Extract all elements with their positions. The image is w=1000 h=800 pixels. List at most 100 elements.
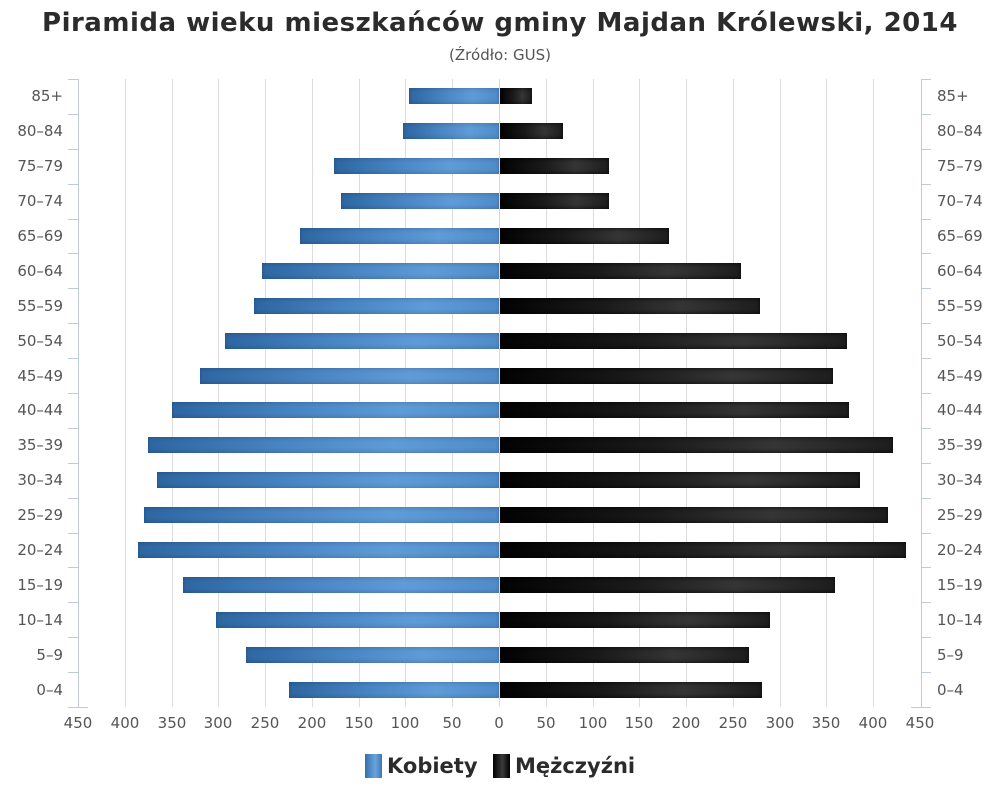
y-tick-right (921, 463, 931, 464)
y-tick-right (921, 184, 931, 185)
legend: Kobiety Mężczyźni (0, 752, 1000, 782)
y-tick-left (68, 672, 78, 673)
bar-kobiety-40-44[interactable] (171, 402, 499, 418)
bar-mezczyzni-35-39[interactable] (500, 437, 893, 453)
y-tick-right (921, 567, 931, 568)
y-tick-left (68, 358, 78, 359)
gridline (218, 79, 219, 707)
y-label-left: 60–64 (17, 262, 63, 280)
bar-mezczyzni-60-64[interactable] (500, 263, 742, 279)
gridline (733, 79, 734, 707)
bar-kobiety-30-34[interactable] (156, 472, 499, 488)
bar-kobiety-0-4[interactable] (288, 682, 499, 698)
y-tick-left (68, 567, 78, 568)
y-tick-right (921, 533, 931, 534)
y-tick-left (68, 79, 78, 80)
y-tick-left (68, 184, 78, 185)
y-label-right: 75–79 (937, 157, 983, 175)
y-tick-right (921, 149, 931, 150)
bar-kobiety-50-54[interactable] (224, 333, 499, 349)
bar-kobiety-75-79[interactable] (334, 158, 499, 174)
y-label-left: 10–14 (17, 611, 63, 629)
y-label-left: 25–29 (17, 506, 63, 524)
y-tick-right (921, 602, 931, 603)
bar-kobiety-70-74[interactable] (340, 193, 499, 209)
x-tick-label: 150 (624, 714, 654, 732)
bar-kobiety-15-19[interactable] (182, 577, 499, 593)
x-tick-label: 450 (905, 714, 935, 732)
gridline (359, 79, 360, 707)
gridline (780, 79, 781, 707)
legend-item-male[interactable]: Mężczyźni (493, 752, 635, 780)
x-tick-label: 350 (811, 714, 841, 732)
bar-kobiety-85+[interactable] (409, 88, 499, 104)
y-label-right: 45–49 (937, 367, 983, 385)
x-axis-corner (78, 707, 88, 708)
bar-kobiety-10-14[interactable] (215, 612, 499, 628)
y-label-right: 50–54 (937, 332, 983, 350)
x-tick-label: 50 (536, 714, 556, 732)
bar-mezczyzni-80-84[interactable] (500, 123, 563, 139)
y-label-right: 85+ (937, 87, 969, 105)
bar-mezczyzni-70-74[interactable] (500, 193, 609, 209)
bar-kobiety-20-24[interactable] (137, 542, 499, 558)
chart-title: Piramida wieku mieszkańców gminy Majdan … (42, 8, 958, 38)
bar-mezczyzni-55-59[interactable] (500, 298, 761, 314)
y-label-left: 75–79 (17, 157, 63, 175)
gridline (686, 79, 687, 707)
bar-mezczyzni-0-4[interactable] (500, 682, 762, 698)
y-label-left: 35–39 (17, 436, 63, 454)
gridline (593, 79, 594, 707)
bar-kobiety-60-64[interactable] (262, 263, 499, 279)
y-label-left: 50–54 (17, 332, 63, 350)
y-label-left: 65–69 (17, 227, 63, 245)
y-label-right: 15–19 (937, 576, 983, 594)
x-tick-label: 100 (390, 714, 420, 732)
gridline (125, 79, 126, 707)
y-label-right: 10–14 (937, 611, 983, 629)
bar-mezczyzni-10-14[interactable] (500, 612, 771, 628)
bar-mezczyzni-5-9[interactable] (500, 647, 749, 663)
bar-kobiety-35-39[interactable] (148, 437, 499, 453)
bar-mezczyzni-15-19[interactable] (500, 577, 835, 593)
bar-mezczyzni-45-49[interactable] (500, 368, 834, 384)
y-tick-right (921, 707, 931, 708)
zero-line (499, 79, 500, 707)
y-label-right: 30–34 (937, 471, 983, 489)
y-label-right: 60–64 (937, 262, 983, 280)
y-tick-right (921, 288, 931, 289)
bar-kobiety-65-69[interactable] (299, 228, 499, 244)
y-tick-left (68, 707, 78, 708)
y-label-right: 65–69 (937, 227, 983, 245)
bar-kobiety-5-9[interactable] (246, 647, 499, 663)
y-label-right: 40–44 (937, 401, 983, 419)
bar-mezczyzni-50-54[interactable] (500, 333, 848, 349)
bar-kobiety-25-29[interactable] (144, 507, 499, 523)
bar-mezczyzni-25-29[interactable] (500, 507, 889, 523)
y-tick-right (921, 114, 931, 115)
legend-label: Mężczyźni (515, 754, 636, 778)
y-tick-left (68, 637, 78, 638)
bar-mezczyzni-20-24[interactable] (500, 542, 907, 558)
legend-item-female[interactable]: Kobiety (365, 752, 478, 780)
gridline (546, 79, 547, 707)
legend-swatch-icon (365, 754, 382, 778)
y-tick-right (921, 253, 931, 254)
bar-kobiety-55-59[interactable] (253, 298, 499, 314)
x-tick-label: 400 (110, 714, 140, 732)
bar-kobiety-45-49[interactable] (199, 368, 499, 384)
x-axis-corner (911, 707, 921, 708)
y-label-left: 70–74 (17, 192, 63, 210)
bar-kobiety-80-84[interactable] (402, 123, 499, 139)
y-tick-left (68, 533, 78, 534)
x-tick-label: 300 (765, 714, 795, 732)
x-tick-label: 50 (442, 714, 462, 732)
bar-mezczyzni-40-44[interactable] (500, 402, 849, 418)
y-tick-right (921, 428, 931, 429)
bar-mezczyzni-75-79[interactable] (500, 158, 609, 174)
bar-mezczyzni-65-69[interactable] (500, 228, 670, 244)
y-tick-left (68, 498, 78, 499)
bar-mezczyzni-30-34[interactable] (500, 472, 861, 488)
bar-mezczyzni-85+[interactable] (500, 88, 532, 104)
